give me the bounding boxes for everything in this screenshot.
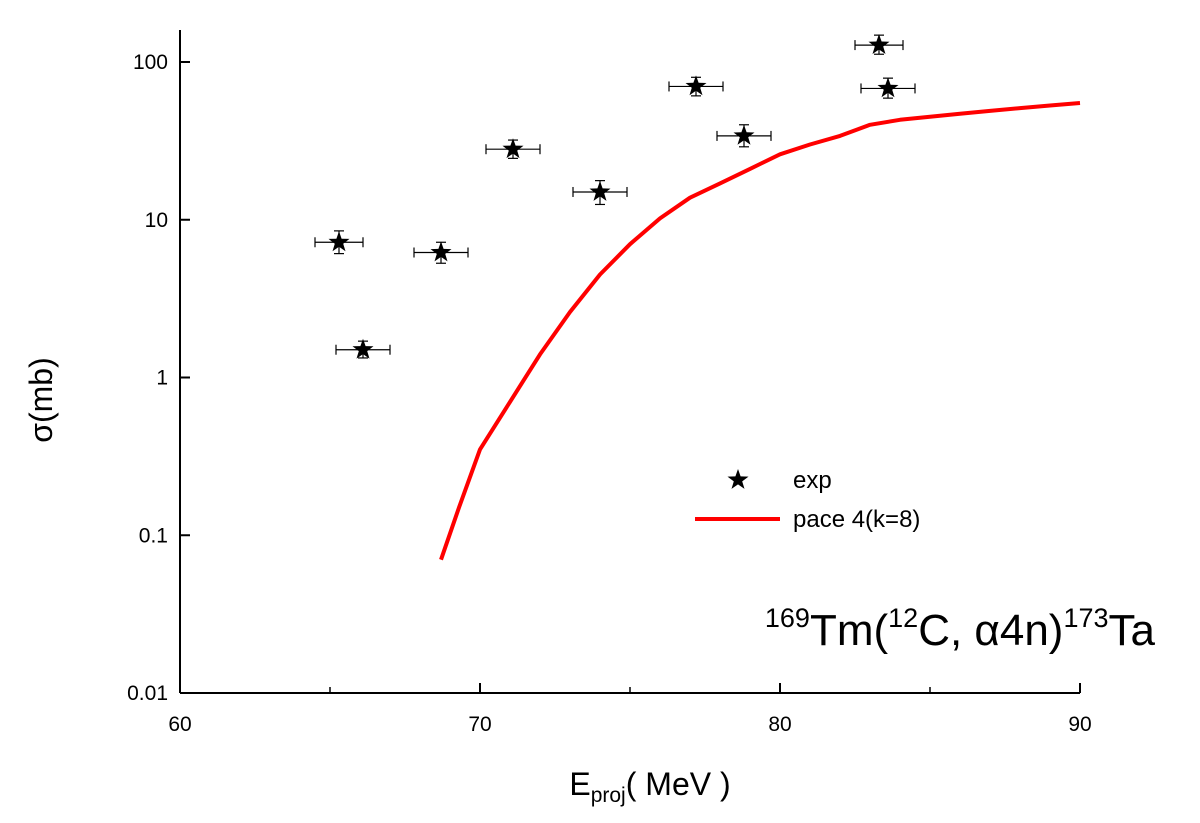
legend-label-exp: exp [793, 467, 832, 494]
star-marker [733, 124, 755, 145]
data-point [413, 241, 469, 264]
annotation-text: Tm( [810, 606, 889, 655]
y-tick-label: 10 [145, 209, 168, 232]
x-axis-label-main: E [569, 766, 590, 802]
annotation-text: C, α4n) [918, 606, 1063, 655]
data-point [854, 34, 904, 55]
y-tick-label: 100 [133, 51, 168, 74]
data-point [716, 124, 772, 148]
x-tick-label: 60 [168, 713, 191, 736]
legend-star-marker [727, 469, 749, 489]
star-marker [502, 138, 524, 159]
y-tick-label: 0.01 [127, 682, 168, 705]
star-marker [868, 34, 890, 54]
y-axis-label: σ(mb) [23, 357, 59, 443]
x-tick-label: 90 [1068, 713, 1091, 736]
pace4-series [439, 101, 1081, 561]
annotation-superscript: 12 [888, 603, 918, 633]
x-axis-label-rest: ( MeV ) [626, 766, 731, 802]
x-tick-label: 70 [468, 713, 491, 736]
y-tick-label: 0.1 [139, 524, 168, 547]
data-point [335, 338, 391, 359]
data-point [860, 77, 916, 99]
axis-ticks: 60 70 80 90 0.01 0.1 1 10 100 [127, 51, 1092, 736]
annotation-superscript: 173 [1063, 603, 1108, 633]
star-marker [430, 241, 452, 262]
reaction-annotation: 169Tm(12C, α4n)173Ta [765, 603, 1156, 655]
star-marker [685, 75, 707, 96]
axes [179, 30, 1080, 694]
star-marker [589, 181, 611, 201]
data-point [572, 180, 628, 206]
x-tick-label: 80 [768, 713, 791, 736]
pace4-curve [439, 101, 1081, 561]
data-point [314, 230, 364, 255]
legend-label-pace4: pace 4(k=8) [793, 506, 920, 533]
x-axis-label-sub: proj [591, 784, 626, 807]
data-point [668, 75, 724, 97]
x-axis-label: Eproj( MeV ) [569, 766, 730, 807]
exp-series [314, 34, 916, 359]
star-marker [328, 231, 350, 252]
annotation-superscript: 169 [765, 603, 810, 633]
y-tick-label: 1 [156, 367, 168, 390]
data-point [485, 138, 541, 159]
star-marker [877, 77, 899, 98]
annotation-text: Ta [1109, 606, 1156, 655]
star-marker [352, 338, 374, 359]
legend: exp pace 4(k=8) [695, 467, 920, 533]
